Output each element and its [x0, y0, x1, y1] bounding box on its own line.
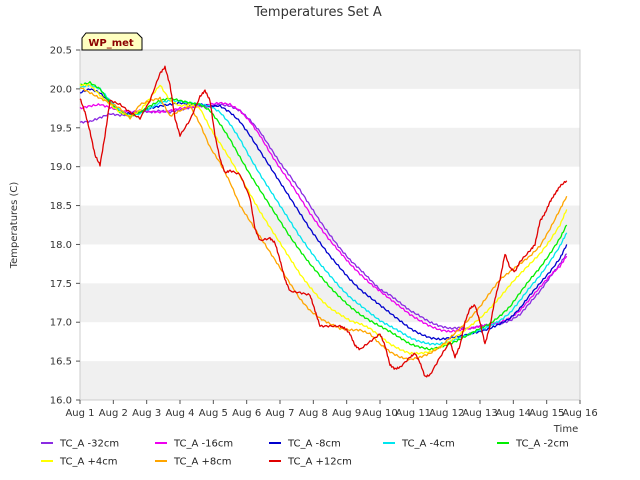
- legend-item: TC_A -2cm: [497, 439, 569, 450]
- x-tick-label: Aug 7: [265, 408, 294, 419]
- x-tick-label: Aug 14: [496, 408, 531, 419]
- y-tick-label: 20.5: [50, 46, 72, 57]
- x-tick-label: Aug 11: [396, 408, 431, 419]
- series-line: [79, 83, 568, 355]
- badge-box: [81, 32, 143, 51]
- y-axis-label: Temperatures (C): [9, 182, 20, 270]
- legend-label: TC_A +12cm: [287, 457, 352, 468]
- grid-band: [80, 283, 580, 323]
- x-tick-label: Aug 13: [462, 408, 497, 419]
- legend-label: TC_A -16cm: [173, 439, 233, 450]
- x-tick-label: Aug 1: [65, 408, 94, 419]
- x-tick-label: Aug 2: [99, 408, 128, 419]
- legend-label: TC_A -8cm: [287, 439, 341, 450]
- plot-area: [79, 49, 581, 401]
- legend-item: TC_A -4cm: [383, 439, 455, 450]
- chart-title: Temperatures Set A: [253, 5, 382, 20]
- legend-label: TC_A +4cm: [59, 457, 118, 468]
- x-tick-label: Aug 5: [199, 408, 228, 419]
- x-tick-label: Aug 3: [132, 408, 161, 419]
- series-line: [79, 88, 568, 341]
- y-tick-label: 19.5: [50, 123, 72, 134]
- y-tick-label: 18.0: [50, 240, 72, 251]
- x-tick-label: Aug 10: [362, 408, 397, 419]
- series-line: [79, 87, 568, 361]
- y-tick-label: 19.0: [50, 162, 72, 173]
- grid-band: [80, 127, 580, 167]
- legend-label: TC_A -2cm: [515, 439, 569, 450]
- x-tick-label: Aug 15: [529, 408, 564, 419]
- x-tick-label: Aug 8: [299, 408, 328, 419]
- legend-label: TC_A -4cm: [401, 439, 455, 450]
- series-lines: [79, 65, 568, 378]
- y-axis: 16.0 16.5 17.0 17.5 18.0 18.5 19.0 19.5 20.0 20.5: [50, 46, 80, 407]
- x-axis: Aug 1 Aug 2 Aug 3 Aug 4 Aug 5 Aug 6 Aug 7 Aug 8…: [65, 400, 598, 419]
- series-line: [79, 84, 568, 346]
- x-tick-label: Aug 4: [165, 408, 194, 419]
- y-tick-label: 16.5: [50, 357, 72, 368]
- legend: TC_A -32cm TC_A -16cm TC_A -8cm TC_A -4cm TC…: [41, 439, 569, 468]
- grid-bands: [80, 50, 580, 400]
- y-tick-label: 16.0: [50, 396, 72, 407]
- badge-label: WP_met: [88, 38, 134, 49]
- legend-label: TC_A +8cm: [173, 457, 232, 468]
- y-tick-label: 17.0: [50, 318, 72, 329]
- x-tick-label: Aug 6: [232, 408, 261, 419]
- y-tick-label: 17.5: [50, 279, 72, 290]
- legend-item: TC_A -8cm: [269, 439, 341, 450]
- legend-item: TC_A -32cm: [41, 439, 119, 450]
- legend-label: TC_A -32cm: [59, 439, 119, 450]
- x-tick-label: Aug 16: [562, 408, 597, 419]
- x-axis-label: Time: [553, 424, 578, 435]
- legend-item: TC_A -16cm: [155, 439, 233, 450]
- x-tick-label: Aug 12: [429, 408, 464, 419]
- legend-item: TC_A +8cm: [155, 457, 232, 468]
- legend-item: TC_A +12cm: [269, 457, 352, 468]
- series-line: [79, 65, 568, 378]
- x-tick-label: Aug 9: [332, 408, 361, 419]
- site-badge: WP_met: [81, 32, 143, 51]
- y-tick-label: 20.0: [50, 84, 72, 95]
- y-tick-label: 18.5: [50, 201, 72, 212]
- grid-band: [80, 361, 580, 400]
- grid-band: [80, 50, 580, 89]
- grid-band: [80, 205, 580, 245]
- legend-item: TC_A +4cm: [41, 457, 118, 468]
